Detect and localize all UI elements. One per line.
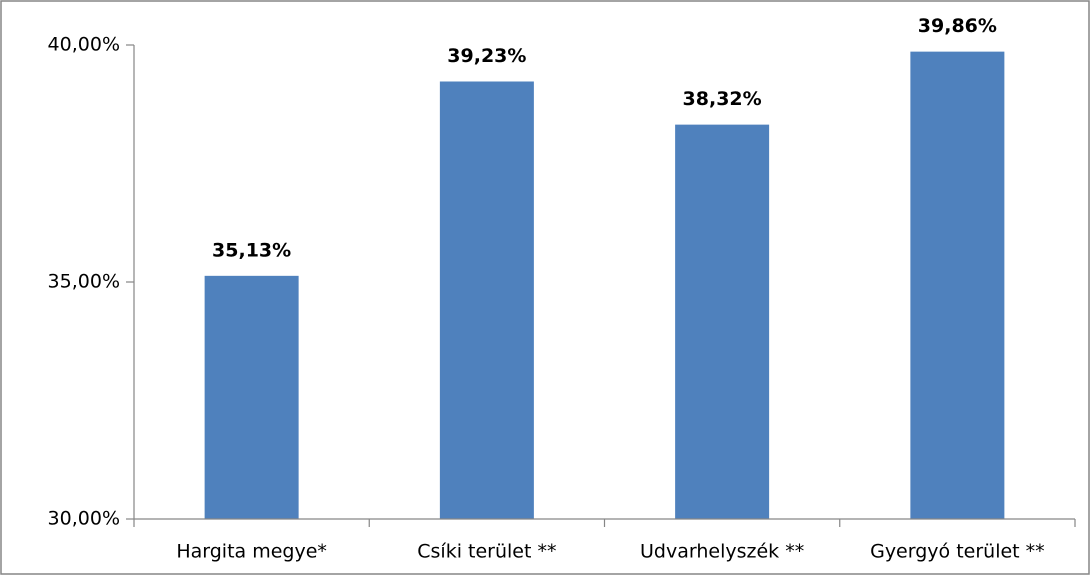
bar	[204, 275, 299, 519]
y-tick-label: 35,00%	[48, 271, 120, 293]
x-tick-label: Csíki terület **	[417, 541, 556, 563]
bar	[910, 51, 1005, 520]
data-label: 39,23%	[447, 45, 526, 67]
x-tick-label: Gyergyó terület **	[870, 541, 1045, 563]
data-label: 39,86%	[918, 15, 997, 37]
x-tick-label: Hargita megye*	[176, 541, 327, 563]
data-label: 38,32%	[683, 88, 762, 110]
data-label: 35,13%	[212, 239, 291, 261]
y-tick-label: 40,00%	[48, 34, 120, 56]
bar	[439, 81, 534, 520]
x-tick-label: Udvarhelyszék **	[640, 541, 804, 563]
y-tick-label: 30,00%	[48, 508, 120, 530]
bar	[675, 124, 770, 520]
